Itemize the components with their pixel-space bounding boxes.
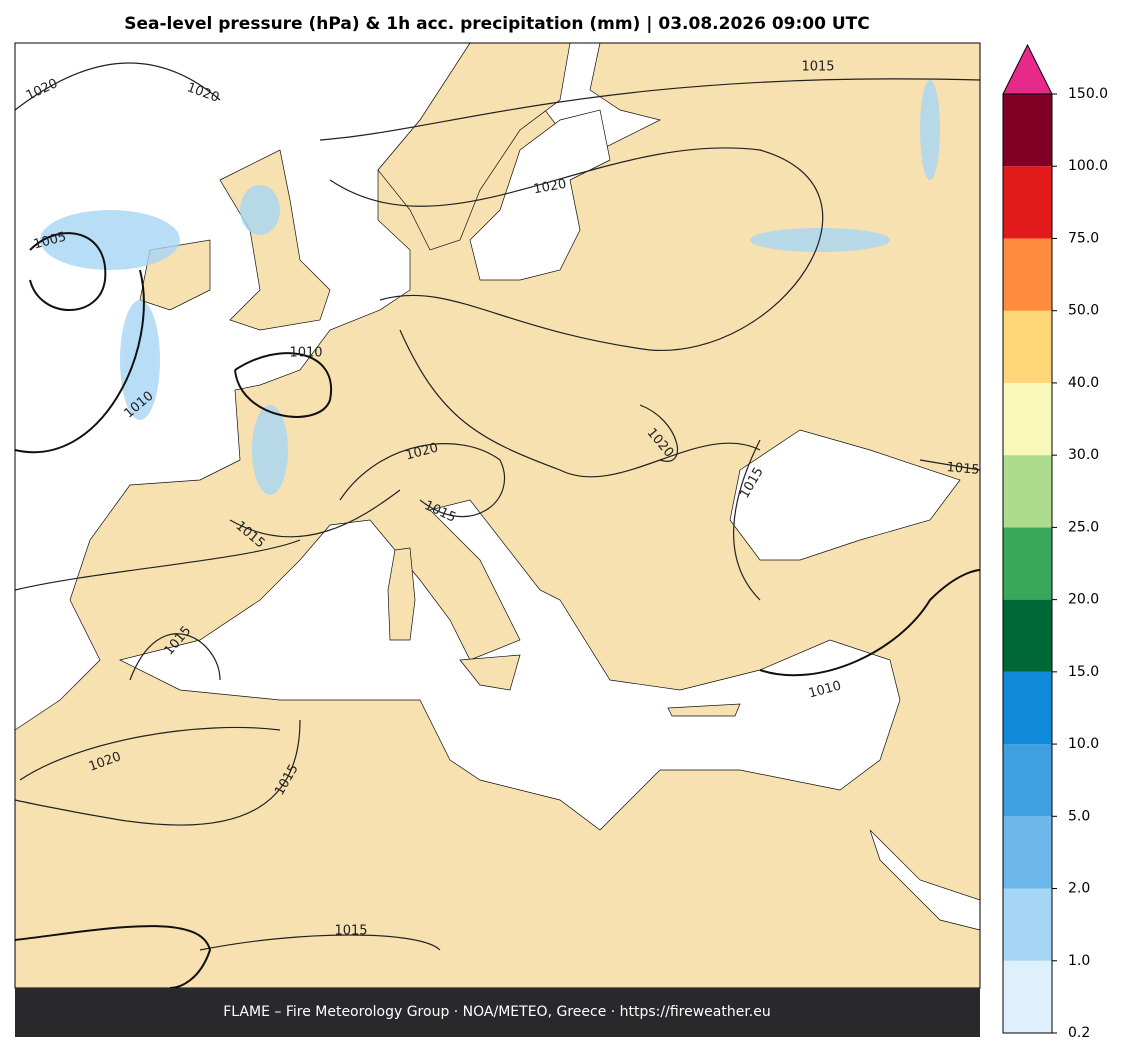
isobar	[733, 439, 761, 601]
colorbar-tick-label: 150.0	[1068, 86, 1108, 102]
isobar-label: 1020	[532, 177, 567, 198]
sardinia-corsica	[387, 547, 416, 641]
precipitation	[40, 80, 940, 495]
colorbar-bin	[1003, 382, 1052, 456]
rain-area	[252, 405, 288, 495]
isobar	[919, 459, 981, 471]
colorbar-tick-label: 2.0	[1068, 881, 1090, 897]
colorbar-bin	[1003, 744, 1052, 817]
map-title: Sea-level pressure (hPa) & 1h acc. preci…	[124, 14, 870, 34]
colorbar-bin	[1003, 671, 1052, 745]
isobar	[29, 232, 107, 311]
colorbar-tick-label: 25.0	[1068, 519, 1099, 535]
colorbar-tick-label: 100.0	[1068, 158, 1108, 174]
isobar	[14, 719, 301, 826]
colorbar-extend	[1002, 43, 1053, 95]
isobar	[639, 404, 678, 462]
scandinavia	[377, 42, 571, 251]
colorbar-tick-label: 15.0	[1068, 664, 1099, 680]
colorbar-tick-label: 40.0	[1068, 375, 1099, 391]
isobar	[14, 62, 221, 111]
colorbar-frame	[1002, 93, 1053, 1034]
isobar	[14, 925, 212, 989]
black-sea	[729, 429, 961, 561]
isobar	[19, 726, 281, 781]
isobar	[759, 569, 981, 677]
colorbar: 0.2 1.0 2.0 5.0 10.0 15.0 20.0 25.0 30.0 40.0 50.0…	[1002, 43, 1108, 1041]
map-area: 1020 102010151020100510101010102010151015…	[14, 42, 981, 989]
colorbar-bin	[1003, 599, 1052, 672]
colorbar-tick-label: 5.0	[1068, 808, 1090, 824]
isobar	[129, 633, 221, 681]
isobar-label: 1015	[334, 924, 367, 939]
isobar-label: 1015	[946, 460, 980, 478]
isobar	[329, 147, 824, 351]
footer-bar	[15, 988, 980, 1037]
sicily	[459, 654, 521, 691]
crete	[667, 703, 741, 717]
colorbar-tick-label: 10.0	[1068, 736, 1099, 752]
isobar	[14, 539, 301, 591]
isobar	[339, 443, 506, 518]
rain-area	[40, 210, 180, 270]
rain-area	[920, 80, 940, 180]
rain-area	[120, 300, 160, 420]
isobars	[14, 62, 981, 989]
colorbar-tick-label: 0.2	[1068, 1025, 1090, 1041]
colorbar-bin	[1003, 888, 1052, 961]
isobar	[229, 489, 401, 538]
footer-text: FLAME – Fire Meteorology Group · NOA/MET…	[223, 1004, 771, 1020]
colorbar-tick-label: 30.0	[1068, 447, 1099, 463]
colorbar-tick-label: 75.0	[1068, 230, 1099, 246]
colorbar-bin	[1003, 310, 1052, 383]
colorbar-bin	[1003, 166, 1052, 239]
colorbar-bin	[1003, 960, 1052, 1033]
colorbar-tick-label: 1.0	[1068, 953, 1090, 969]
isobar	[14, 269, 145, 454]
colorbar-bin	[1003, 455, 1052, 528]
colorbar-bin	[1003, 527, 1052, 600]
colorbar-bin	[1003, 816, 1052, 889]
colorbar-tick-label: 20.0	[1068, 592, 1099, 608]
isobar-label: 1010	[289, 346, 322, 361]
isobar-label: 1015	[801, 60, 834, 75]
isobar	[234, 352, 333, 418]
colorbar-tick-label: 50.0	[1068, 303, 1099, 319]
isobar	[319, 78, 981, 141]
isobar	[399, 329, 761, 478]
isobar	[199, 934, 441, 951]
colorbar-bin	[1003, 94, 1052, 167]
colorbar-bin	[1003, 238, 1052, 311]
rain-area	[240, 185, 280, 235]
